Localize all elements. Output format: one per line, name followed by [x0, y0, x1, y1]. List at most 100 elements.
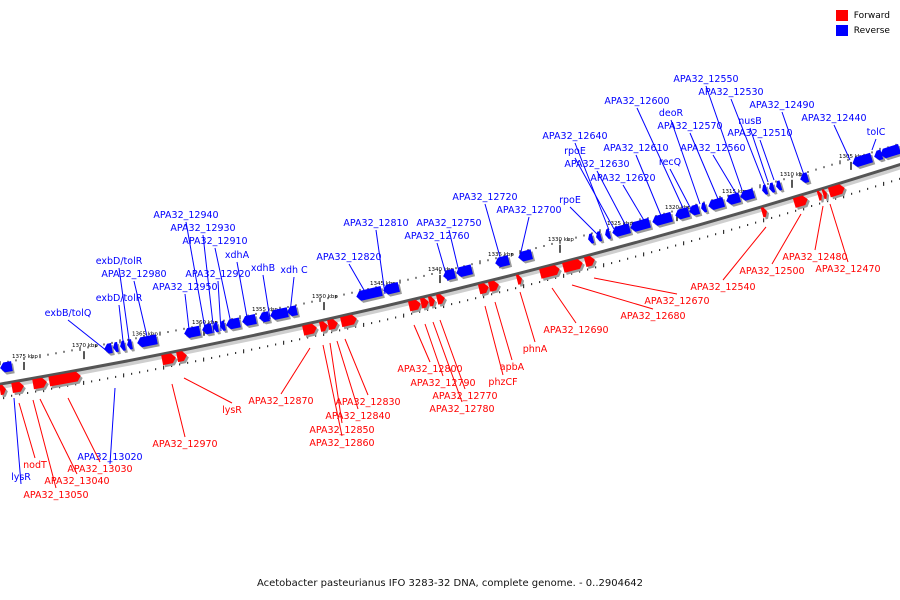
tick-mark: [75, 383, 77, 386]
gene-label: APA32_12800: [397, 364, 462, 375]
forward-gene: [427, 296, 437, 309]
forward-gene-label: APA32_12830: [335, 338, 401, 408]
tick-mark: [883, 181, 885, 186]
gene-label: lysR: [11, 472, 31, 483]
gene-body: [769, 182, 776, 193]
gene-body: [213, 321, 219, 333]
reverse-gene-label: recQ: [659, 157, 693, 212]
leader-line: [759, 139, 775, 181]
leader-line: [236, 261, 249, 324]
gene-label: APA32_12490: [749, 100, 814, 111]
gene-label: phzCF: [488, 377, 517, 388]
gene-body: [852, 152, 874, 168]
gene-body: [48, 371, 81, 387]
tick-mark: [599, 229, 601, 234]
tick-mark: [227, 353, 229, 356]
tick-mark: [67, 384, 69, 387]
legend-item-reverse: Reverse: [835, 23, 890, 38]
tick-mark: [427, 308, 429, 311]
gene-label: exbD/tolR: [96, 293, 143, 304]
gene-label: deoR: [659, 108, 684, 119]
tick-mark: [891, 180, 893, 183]
reverse-gene: [287, 305, 300, 319]
tick-mark: [691, 240, 693, 243]
reverse-gene-label: APA32_12620: [590, 173, 656, 223]
reverse-gene-label: rpoE: [559, 195, 598, 235]
forward-gene: [562, 259, 585, 275]
tick-mark: [111, 341, 113, 344]
leader-line: [348, 263, 369, 298]
tick-mark: [723, 229, 725, 234]
tick-label: 1325 kbp: [607, 221, 633, 227]
reverse-swatch: [835, 25, 848, 36]
tick-mark: [847, 158, 849, 161]
leader-line: [448, 229, 461, 277]
gene-body: [689, 204, 701, 216]
forward-gene: [821, 189, 830, 202]
tick-mark: [35, 390, 37, 393]
gene-body: [800, 172, 810, 183]
reverse-gene: [675, 207, 693, 222]
tick-mark: [803, 206, 805, 211]
gene-label: APA32_12530: [698, 87, 763, 98]
tick-mark: [235, 351, 237, 354]
leader-line: [109, 387, 116, 465]
tick-mark: [759, 184, 761, 189]
leader-line: [336, 340, 359, 410]
gene-body: [161, 353, 176, 366]
reverse-gene-label: exbD/tolR: [96, 256, 143, 348]
reverse-gene: [726, 192, 744, 207]
leader-line: [375, 229, 386, 295]
tick-mark: [439, 270, 441, 275]
forward-gene-label: APA32_12790: [410, 323, 476, 389]
tick-mark: [267, 345, 269, 348]
major-tick: [439, 275, 441, 284]
leader-line: [771, 213, 802, 265]
reverse-gene-label: APA32_12950: [152, 282, 218, 339]
gene-body: [137, 334, 158, 348]
reverse-gene: [708, 197, 728, 212]
forward-gene: [816, 190, 825, 203]
reverse-gene-label: APA32_12940: [153, 210, 219, 335]
leader-line: [171, 383, 186, 438]
gene-label: APA32_12600: [604, 96, 669, 107]
tick-label: 1305 kbp: [839, 154, 865, 160]
major-tick: [83, 351, 85, 360]
reverse-gene: [852, 152, 876, 169]
tick-mark: [871, 151, 873, 154]
reverse-gene-label: nusB: [738, 116, 769, 183]
gene-label: APA32_12440: [801, 113, 866, 124]
gene-body: [113, 341, 119, 353]
tick-label: 1310 kbp: [780, 172, 806, 178]
tick-mark: [355, 325, 357, 328]
tick-mark: [31, 356, 33, 359]
gene-label: APA32_12500: [739, 266, 804, 277]
leader-line: [829, 203, 849, 263]
leader-line: [67, 397, 101, 463]
leader-line: [183, 377, 233, 404]
tick-mark: [707, 235, 709, 238]
tick-mark: [687, 206, 689, 209]
gene-body: [776, 180, 783, 191]
legend-label-reverse: Reverse: [853, 25, 890, 36]
tick-mark: [43, 388, 45, 393]
leader-line: [635, 154, 663, 219]
gene-label: APA32_12540: [690, 282, 755, 293]
forward-gene: [487, 280, 501, 294]
gene-label: APA32_12860: [309, 438, 374, 449]
tick-mark: [159, 331, 161, 336]
reverse-gene: [213, 321, 221, 335]
gene-body: [596, 231, 603, 242]
gene-body: [302, 323, 317, 336]
tick-mark: [419, 310, 421, 313]
reverse-gene-label: APA32_12750: [416, 218, 482, 277]
gene-body: [562, 259, 583, 273]
gene-body: [588, 233, 595, 244]
reverse-gene-label: APA32_12720: [452, 192, 518, 265]
gene-body: [827, 184, 845, 198]
tick-mark: [823, 166, 825, 169]
tick-mark: [443, 304, 445, 309]
gene-body: [605, 228, 612, 240]
tick-mark: [459, 301, 461, 304]
tick-mark: [83, 380, 85, 385]
